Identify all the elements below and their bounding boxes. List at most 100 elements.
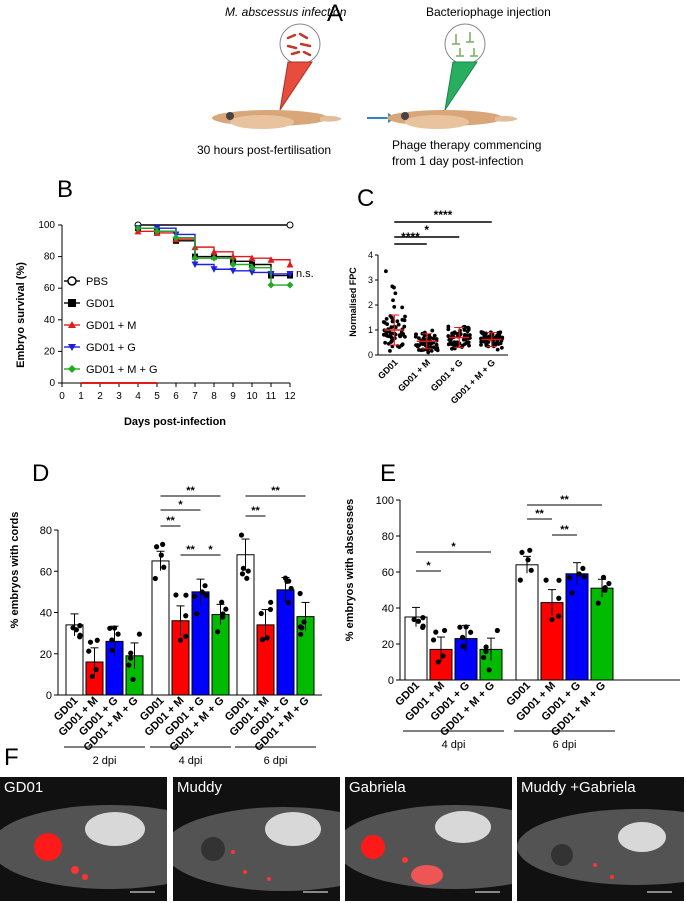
b-xtick-label: 0: [59, 391, 65, 402]
bar-point: [581, 574, 587, 580]
bar-point: [457, 624, 463, 630]
bar-point: [284, 578, 290, 584]
bar-point: [94, 637, 100, 643]
c-point: [426, 350, 431, 355]
bar-point: [556, 595, 562, 601]
c-point: [435, 348, 440, 353]
bar-point: [183, 613, 189, 619]
b-legend-label: PBS: [86, 276, 108, 288]
c-point: [447, 337, 452, 342]
b-xtick-label: 7: [192, 391, 198, 402]
c-point: [397, 333, 402, 338]
bar: [151, 560, 170, 696]
c-point: [462, 333, 467, 337]
c-point: [466, 333, 471, 338]
group-label: 4 dpi: [442, 739, 466, 751]
c-point: [396, 322, 401, 327]
c-point: [384, 317, 389, 321]
b-point: [286, 281, 294, 289]
c-point: [434, 342, 439, 347]
b-xtick-label: 2: [97, 391, 103, 402]
bar-point: [567, 575, 573, 581]
bar-point: [435, 659, 441, 665]
c-point: [429, 348, 434, 353]
c-point: [385, 322, 390, 327]
mic-caption-gd01: GD01: [4, 779, 44, 796]
b-legend-marker: [68, 365, 76, 373]
bar-point: [569, 590, 575, 596]
b-xtick-label: 5: [154, 391, 160, 402]
sig-label: *: [208, 544, 213, 556]
c-point: [414, 343, 418, 348]
b-point: [210, 254, 218, 262]
c-point: [479, 339, 484, 344]
b-legend-label: GD01 + M: [86, 320, 136, 332]
bar-point: [264, 635, 270, 641]
b-point: [229, 267, 237, 275]
b-xtick-label: 12: [284, 391, 296, 402]
bar-point: [87, 639, 94, 645]
bar: [276, 589, 295, 696]
bar-ytick-label: 40: [40, 608, 52, 620]
group-label: 2 dpi: [93, 755, 117, 767]
bar-ytick-label: 20: [40, 649, 52, 661]
bar-point: [136, 631, 143, 637]
bar-point: [527, 547, 533, 553]
c-point: [400, 342, 405, 347]
b-point: [210, 248, 218, 255]
mic-caption-gabriela: Gabriela: [349, 779, 406, 796]
bar-ytick-label: 40: [382, 603, 394, 615]
bar-point: [130, 676, 136, 682]
bar-ytick-label: 80: [40, 525, 52, 537]
bar-point: [268, 599, 274, 605]
group-label: 6 dpi: [264, 755, 288, 767]
b-legend-marker: [68, 344, 76, 351]
b-legend-label: GD01 + M + G: [86, 364, 158, 376]
b-xtick-label: 6: [173, 391, 179, 402]
b-ytick-label: 0: [49, 378, 55, 389]
b-point: [267, 281, 275, 289]
bar-point: [297, 590, 303, 597]
bar-point: [420, 623, 426, 629]
bar-point: [126, 662, 132, 668]
panel-f-letter: F: [4, 744, 19, 771]
bar-point: [549, 616, 555, 623]
c-sig-label: *: [424, 223, 429, 237]
bacteria-icon: [286, 32, 312, 57]
bar-point: [219, 599, 225, 605]
bar-ytick-label: 0: [46, 690, 52, 702]
bar-point: [481, 654, 487, 661]
panel-a-schematic: [212, 23, 518, 129]
bar-point: [115, 631, 121, 637]
bar-point: [285, 600, 291, 606]
right-caption-2: from 1 day post-infection: [392, 154, 524, 168]
bar-point: [463, 624, 469, 630]
c-point: [446, 327, 451, 332]
b-xlabel: Days post-infection: [124, 416, 226, 428]
bar-point: [415, 618, 422, 624]
c-point: [466, 340, 471, 345]
bar-point: [267, 606, 274, 613]
bar-ytick-label: 60: [382, 567, 394, 579]
zebrafish-embryo-icon: [212, 110, 342, 129]
b-point: [286, 270, 294, 278]
bar-point: [244, 575, 250, 581]
b-point: [229, 261, 237, 268]
c-xtick-label: GD01: [376, 357, 400, 381]
c-ytick-label: 2: [368, 300, 373, 310]
e-ylabel: % embryos with abscesses: [344, 499, 356, 641]
bar-point: [528, 567, 534, 573]
b-point: [267, 256, 275, 263]
c-ytick-label: 3: [368, 275, 373, 285]
c-point: [431, 336, 436, 341]
bar-point: [183, 633, 189, 639]
b-xtick-label: 9: [230, 391, 236, 402]
bar-point: [483, 644, 489, 650]
c-xtick-label: GD01 + M: [396, 357, 432, 393]
c-point: [455, 331, 460, 336]
bar-point: [606, 580, 612, 587]
sig-label: **: [251, 505, 260, 517]
bar-point: [440, 653, 446, 659]
bar-point: [441, 627, 448, 634]
